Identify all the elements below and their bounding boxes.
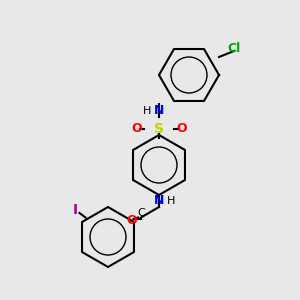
Text: O: O — [131, 122, 142, 136]
Text: H: H — [143, 106, 151, 116]
Text: H: H — [167, 196, 175, 206]
Text: O: O — [176, 122, 187, 136]
Text: O: O — [127, 214, 137, 227]
Text: N: N — [154, 194, 164, 208]
Text: N: N — [154, 104, 164, 118]
Text: C: C — [137, 208, 145, 218]
Text: I: I — [72, 203, 78, 217]
Text: S: S — [154, 122, 164, 136]
Text: Cl: Cl — [227, 41, 241, 55]
